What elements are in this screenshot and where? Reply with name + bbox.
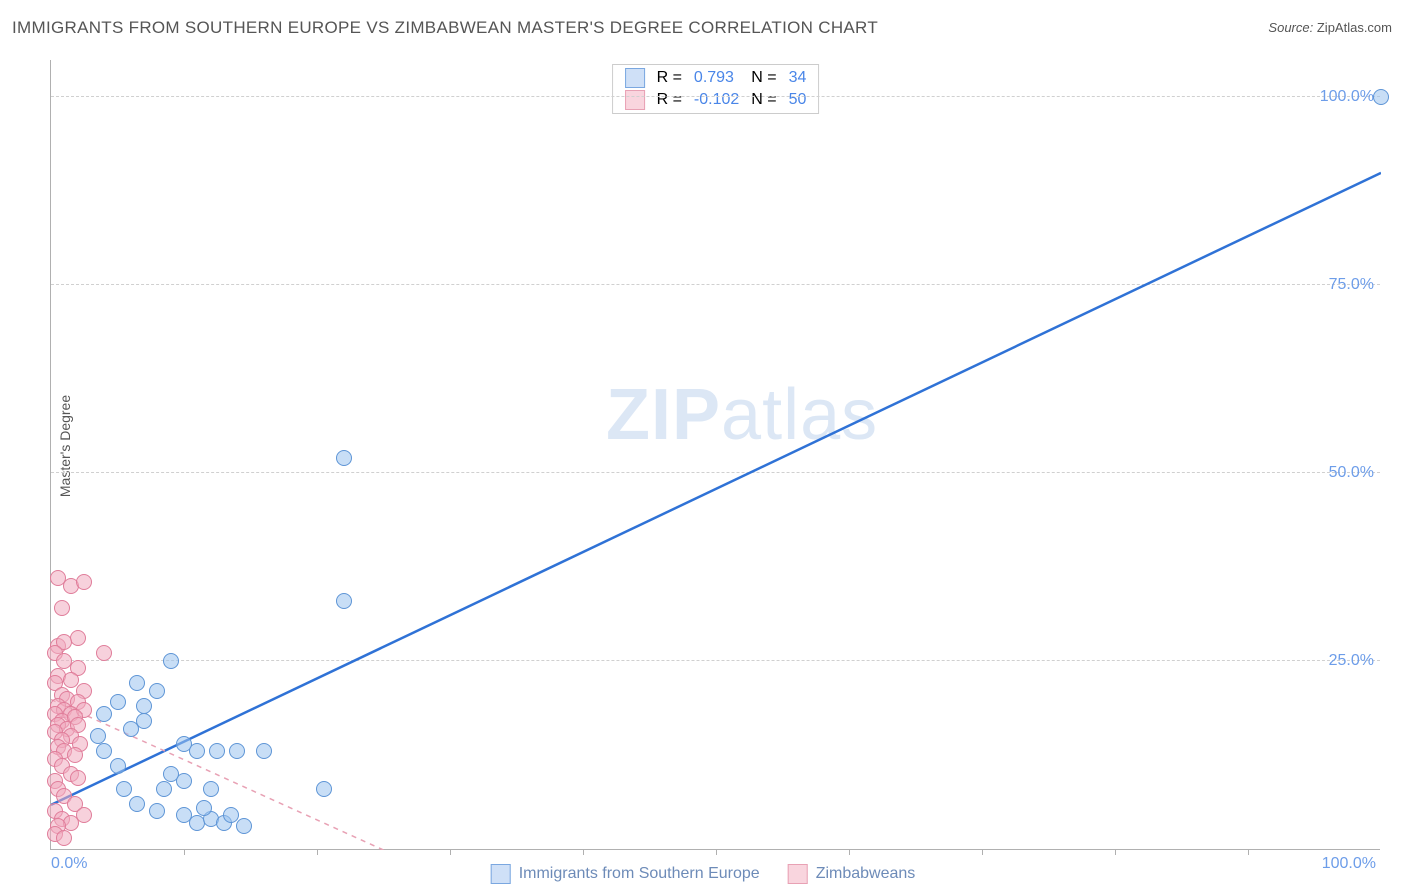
scatter-point — [67, 747, 83, 763]
legend-swatch — [491, 864, 511, 884]
legend-cell: 34 — [783, 67, 813, 89]
legend-cell: 0.793 — [688, 67, 745, 89]
legend-correlation: R =0.793N =34R =-0.102N =50 — [612, 64, 820, 114]
scatter-point — [63, 672, 79, 688]
plot-wrap: ZIPatlas R =0.793N =34R =-0.102N =50 0.0… — [50, 60, 1380, 850]
x-tick — [982, 849, 983, 855]
trend-overlay — [51, 60, 1381, 850]
scatter-point — [336, 450, 352, 466]
scatter-point — [90, 728, 106, 744]
legend-cell — [619, 67, 651, 89]
scatter-point — [156, 781, 172, 797]
legend-row: R =-0.102N =50 — [619, 89, 813, 111]
scatter-point — [136, 698, 152, 714]
scatter-point — [256, 743, 272, 759]
gridline — [51, 284, 1380, 285]
watermark: ZIPatlas — [606, 374, 878, 456]
scatter-point — [336, 593, 352, 609]
scatter-point — [209, 743, 225, 759]
x-tick — [716, 849, 717, 855]
legend-cell: R = — [651, 67, 688, 89]
scatter-point — [129, 675, 145, 691]
legend-series: Immigrants from Southern Europe Zimbabwea… — [491, 864, 916, 884]
legend-cell: N = — [745, 89, 782, 111]
watermark-zip: ZIP — [606, 375, 721, 455]
gridline — [51, 472, 1380, 473]
x-tick — [849, 849, 850, 855]
watermark-atlas: atlas — [721, 375, 878, 455]
trend-line-southern_europe — [51, 173, 1381, 805]
legend-cell: R = — [651, 89, 688, 111]
scatter-point — [149, 683, 165, 699]
scatter-point — [70, 770, 86, 786]
x-tick — [450, 849, 451, 855]
scatter-point — [76, 574, 92, 590]
scatter-point — [76, 807, 92, 823]
source-label: Source: — [1268, 20, 1313, 35]
scatter-point — [149, 803, 165, 819]
legend-swatch — [625, 90, 645, 110]
y-tick-label: 25.0% — [1329, 652, 1374, 670]
y-tick-label: 75.0% — [1329, 276, 1374, 294]
x-tick — [317, 849, 318, 855]
scatter-point — [96, 645, 112, 661]
legend-swatch — [788, 864, 808, 884]
y-tick-label: 100.0% — [1320, 88, 1374, 106]
plot-area: ZIPatlas R =0.793N =34R =-0.102N =50 0.0… — [50, 60, 1380, 850]
x-tick — [1248, 849, 1249, 855]
gridline — [51, 96, 1380, 97]
source-attribution: Source: ZipAtlas.com — [1268, 20, 1392, 35]
scatter-point — [123, 721, 139, 737]
legend-row: R =0.793N =34 — [619, 67, 813, 89]
legend-series-item: Zimbabweans — [788, 864, 916, 884]
x-axis-end-label: 100.0% — [1322, 855, 1376, 873]
legend-cell: -0.102 — [688, 89, 745, 111]
x-tick — [1115, 849, 1116, 855]
legend-swatch — [625, 68, 645, 88]
scatter-point — [1373, 89, 1389, 105]
scatter-point — [110, 758, 126, 774]
scatter-point — [203, 781, 219, 797]
scatter-point — [54, 600, 70, 616]
legend-series-item: Immigrants from Southern Europe — [491, 864, 760, 884]
x-tick — [583, 849, 584, 855]
legend-cell — [619, 89, 651, 111]
scatter-point — [229, 743, 245, 759]
scatter-point — [196, 800, 212, 816]
scatter-point — [110, 694, 126, 710]
source-value: ZipAtlas.com — [1317, 20, 1392, 35]
scatter-point — [163, 766, 179, 782]
scatter-point — [236, 818, 252, 834]
y-tick-label: 50.0% — [1329, 464, 1374, 482]
scatter-point — [223, 807, 239, 823]
scatter-point — [163, 653, 179, 669]
scatter-point — [129, 796, 145, 812]
scatter-point — [96, 706, 112, 722]
legend-series-label: Zimbabweans — [816, 865, 916, 883]
x-axis-start-label: 0.0% — [51, 855, 87, 873]
legend-cell: 50 — [783, 89, 813, 111]
scatter-point — [189, 743, 205, 759]
scatter-point — [56, 830, 72, 846]
gridline — [51, 660, 1380, 661]
legend-series-label: Immigrants from Southern Europe — [519, 865, 760, 883]
scatter-point — [96, 743, 112, 759]
legend-cell: N = — [745, 67, 782, 89]
scatter-point — [316, 781, 332, 797]
scatter-point — [116, 781, 132, 797]
chart-title: IMMIGRANTS FROM SOUTHERN EUROPE VS ZIMBA… — [12, 18, 878, 38]
x-tick — [184, 849, 185, 855]
